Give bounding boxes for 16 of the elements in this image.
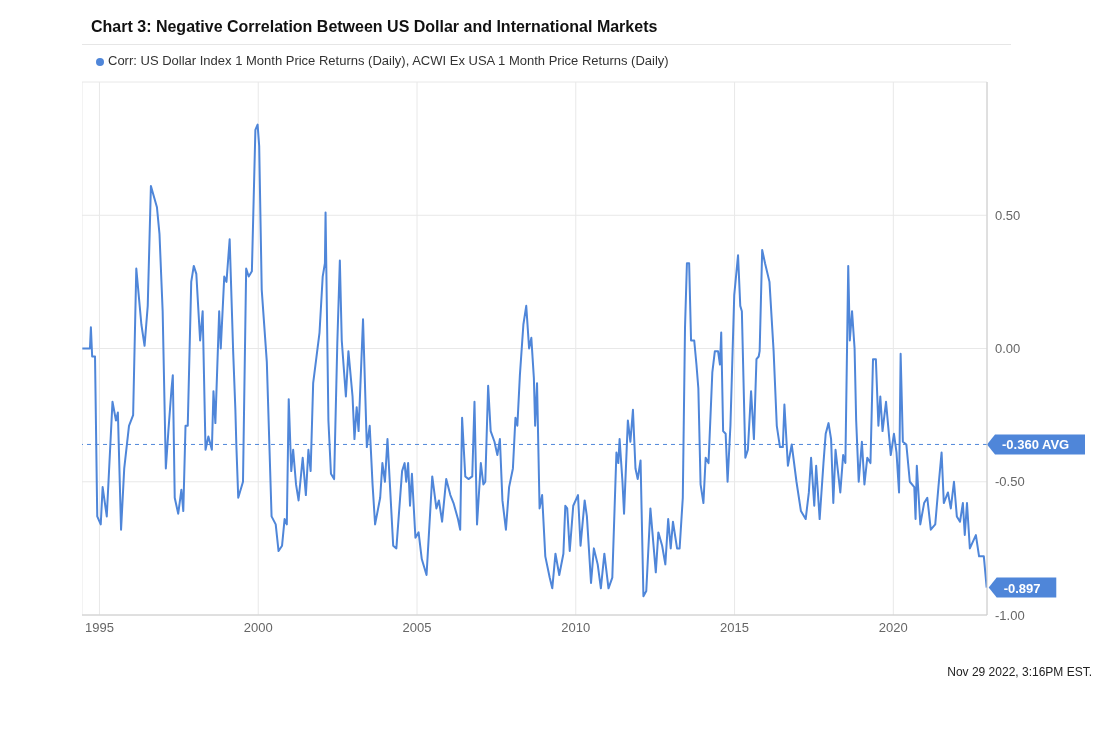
- x-tick-label: 2000: [243, 620, 273, 636]
- text: Nov 29 2022, 3:16PM EST.: [946, 665, 1092, 679]
- annotation: -0.897: [1003, 580, 1041, 596]
- y-tick-label: 0.00: [995, 341, 1021, 357]
- y-tick-label: -0.50: [995, 474, 1025, 490]
- y-tick-label: 0.50: [995, 207, 1021, 223]
- ref-line-label: -0.360 AVG: [1002, 437, 1070, 453]
- x-tick-label: 2020: [878, 620, 908, 636]
- x-tick-label: 2010: [561, 620, 591, 636]
- x-tick-label: 2015: [720, 620, 750, 636]
- y-tick-label: -1.00: [995, 607, 1025, 623]
- x-tick-label: 2005: [402, 620, 432, 636]
- line-series: [82, 123, 987, 598]
- chart-title: Chart 3: Negative Correlation Between US Dollar and International Markets: [82, 8, 1011, 45]
- x-tick-label: 1995: [85, 620, 114, 636]
- legend-label: Corr: US Dollar Index 1 Month Price Returns (Daily), ACWI Ex USA 1 Month Price Returns (Daily): [108, 53, 669, 68]
